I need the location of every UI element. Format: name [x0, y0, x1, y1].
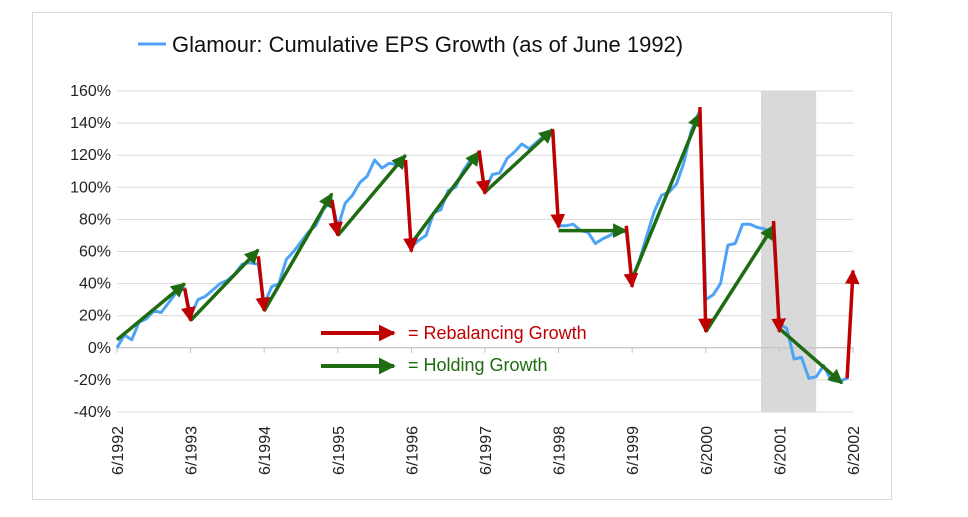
y-tick-label: 60%	[79, 244, 111, 261]
arrow-layer	[115, 107, 860, 385]
x-tick-label: 6/1995	[331, 426, 348, 475]
chart-frame	[32, 12, 892, 500]
rebalancing-arrow	[255, 256, 271, 313]
holding-arrow	[483, 128, 554, 194]
rebalancing-arrow	[180, 288, 196, 322]
holding-legend-label: = Holding Growth	[408, 355, 548, 375]
holding-arrow	[115, 282, 186, 342]
x-tick-label: 6/1997	[478, 426, 495, 475]
holding-arrow	[704, 224, 775, 333]
y-tick-label: 80%	[79, 211, 111, 228]
rebalancing-arrow	[550, 129, 566, 229]
y-tick-label: 100%	[70, 179, 111, 196]
rebalancing-arrow	[623, 225, 639, 289]
x-tick-label: 6/1992	[110, 426, 127, 475]
x-tick-label: 6/2001	[772, 426, 789, 475]
y-tick-label: 20%	[79, 308, 111, 325]
holding-arrow	[262, 192, 334, 312]
rebalancing-legend-label: = Rebalancing Growth	[408, 323, 587, 343]
gridlines	[117, 90, 853, 413]
y-tick-label: -40%	[74, 404, 111, 421]
rebalancing-arrow	[844, 269, 860, 379]
y-axis-ticks: -40% -20% 0% 20% 40% 60% 80% 100% 120% 140% 160%	[70, 83, 111, 421]
holding-arrow	[778, 327, 844, 385]
y-tick-label: 40%	[79, 276, 111, 293]
rebalancing-arrow	[698, 107, 713, 334]
x-tick-label: 6/1999	[625, 426, 642, 475]
x-tick-label: 6/2002	[846, 426, 863, 475]
x-tick-label: 6/1996	[404, 426, 421, 475]
y-tick-label: -20%	[74, 372, 111, 389]
x-axis-ticks: 6/1992 6/1993 6/1994 6/1995 6/1996 6/1997 6/19…	[110, 347, 863, 475]
x-tick-label: 6/1993	[184, 426, 201, 475]
y-tick-label: 120%	[70, 147, 111, 164]
y-tick-label: 160%	[70, 83, 111, 100]
y-tick-label: 0%	[88, 340, 111, 357]
y-tick-label: 140%	[70, 115, 111, 132]
x-tick-label: 6/1998	[552, 426, 569, 475]
x-tick-label: 6/1994	[257, 426, 274, 475]
chart-title: Glamour: Cumulative EPS Growth (as of Ju…	[172, 32, 683, 57]
holding-arrow	[409, 150, 481, 245]
rebalancing-arrow	[771, 220, 787, 334]
holding-arrow	[189, 248, 260, 322]
holding-arrow	[336, 154, 407, 237]
holding-arrow	[630, 112, 702, 280]
x-tick-label: 6/2000	[699, 426, 716, 475]
rebalancing-arrow	[475, 150, 491, 196]
rebalancing-arrow	[328, 199, 343, 237]
rebalancing-arrow	[403, 159, 418, 253]
